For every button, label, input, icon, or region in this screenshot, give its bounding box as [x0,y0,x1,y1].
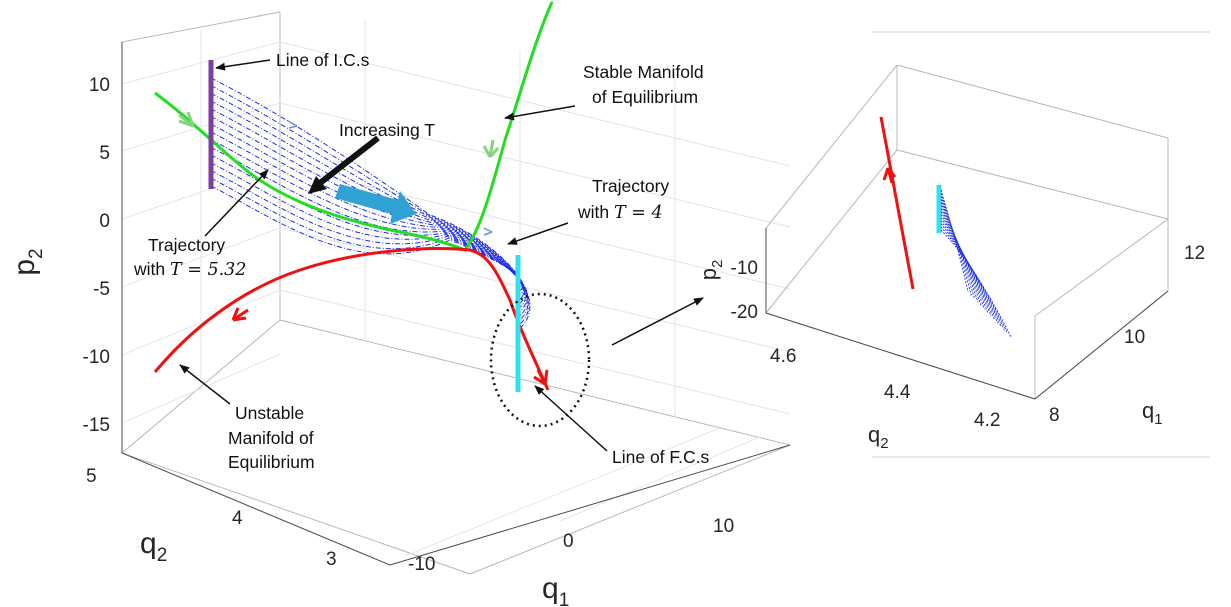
pointer-zoom [612,298,703,345]
inset-x-ticks: 12 10 8 [1049,243,1205,426]
traj-arrow-1 [288,121,297,128]
inset-z-ticks: -10 -20 [731,258,758,323]
increasing-t-pointer [320,138,378,183]
traj-arrow-2 [484,228,492,235]
inset-x-tick-label: 10 [1124,327,1145,348]
inset-trajectory-fan [941,190,1011,337]
annotation-ic: Line of I.C.s [276,50,370,70]
z-tick-label: 5 [99,143,110,164]
inset-z-tick-label: -20 [731,302,758,323]
inset-z-axis-label: p2 [696,260,726,281]
z-axis-ticks: 10 5 0 -5 -10 -15 [83,75,110,436]
stable-arrow-right [484,140,498,157]
annotation-unstable-line1: Unstable [235,403,304,423]
x-tick-label: 0 [563,531,574,552]
inset-x-axis-line [1035,291,1168,399]
annotation-stable-line2: of Equilibrium [592,87,698,107]
z-tick-label: -10 [83,347,110,368]
inset-axes-box [766,65,1168,399]
trajectory-curve [211,132,524,300]
x-axis-label: q1 [542,572,569,607]
annotation-stable-line1: Stable Manifold [583,62,704,82]
trajectory-curve [211,140,523,296]
x-tick-label: 10 [713,516,734,537]
inset-y-tick-label: 4.2 [974,410,1000,431]
y-tick-label: 4 [232,508,243,529]
inset-x-axis-label: q1 [1142,398,1163,428]
y-axis-ticks: 5 4 3 [86,466,337,570]
annotation-traj4-line1: Trajectory [592,176,669,196]
pointer-fc [535,386,607,451]
x-tick-label: -10 [408,554,435,575]
pointer-ic [216,60,270,68]
annotation-increasing-t: Increasing T [339,120,435,140]
annotation-unstable-line3: Equilibrium [228,452,315,472]
unstable-arrow-right [534,370,547,384]
inset-x-tick-label: 8 [1049,405,1060,426]
z-tick-label: -5 [93,279,110,300]
y-tick-label: 3 [326,549,337,570]
trajectory-curve [211,147,522,291]
y-tick-label: 5 [86,466,97,487]
inset-trajectory-curve [941,227,1008,334]
x-axis-line [390,445,790,565]
inset-y-ticks: 4.6 4.4 4.2 [770,346,1000,431]
trajectory-curve [211,155,521,287]
annotation-unstable-line2: Manifold of [228,428,314,448]
unstable-arrow-left [233,308,248,320]
main-plot: 10 5 0 -5 -10 -15 p2 5 4 3 q2 -10 0 10 q… [8,2,790,607]
inset-z-tick-label: -10 [731,258,758,279]
inset-plot: -10 -20 p2 4.6 4.4 4.2 q2 12 10 8 q1 [696,32,1210,457]
annotation-traj532-line2: with T = 5.32 [133,259,246,280]
inset-x-tick-label: 12 [1184,243,1205,264]
annotation-fc: Line of F.C.s [612,447,710,467]
inset-trajectory-curve [941,230,1011,337]
z-axis-label: p2 [8,248,47,275]
x-axis-ticks: -10 0 10 [408,516,734,575]
zoom-region-circle [491,294,589,426]
annotations: Line of I.C.s Stable Manifold of Equilib… [133,50,710,472]
z-tick-label: 0 [99,211,110,232]
inset-y-tick-label: 4.6 [770,346,796,367]
annotation-traj4-line2: with T = 4 [577,202,663,223]
pointer-traj4 [508,223,568,244]
z-tick-label: -15 [83,415,110,436]
z-tick-label: 10 [89,75,110,96]
y-axis-label: q2 [140,527,167,566]
annotation-traj532-line1: Trajectory [148,235,225,255]
inset-y-tick-label: 4.4 [884,382,911,403]
inset-y-axis-label: q2 [868,422,889,452]
